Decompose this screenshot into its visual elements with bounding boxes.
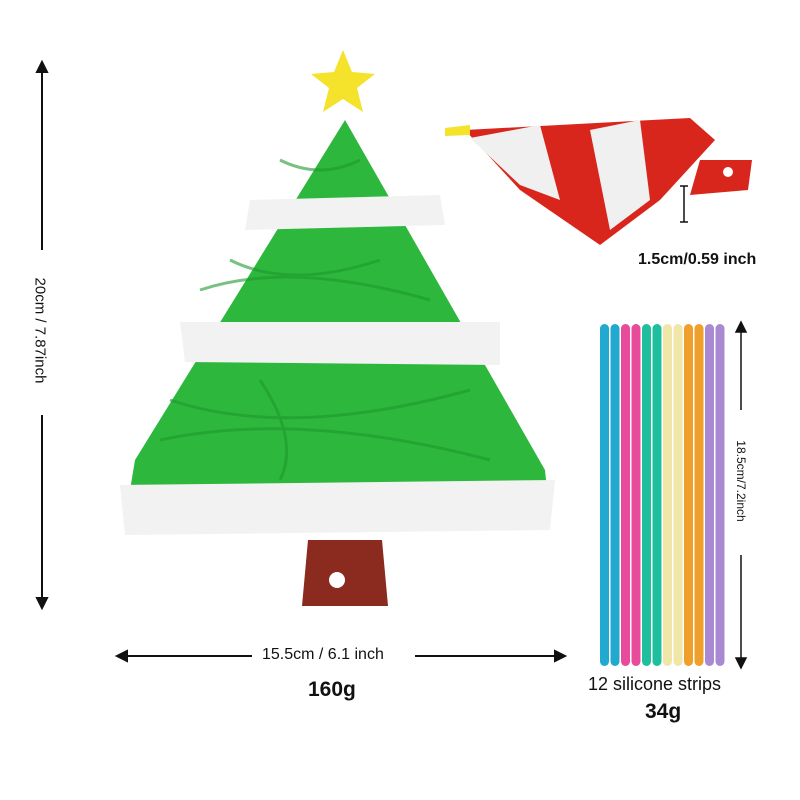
- silicone-strip: [642, 324, 651, 666]
- silicone-strip: [694, 324, 704, 666]
- thickness-label: 1.5cm/0.59 inch: [638, 251, 757, 268]
- strip-count-label: 12 silicone strips: [588, 674, 722, 694]
- height-dimension-arrow: [35, 59, 49, 611]
- tree-stripe: [180, 322, 500, 365]
- star-icon: [311, 50, 375, 112]
- tree-stripe: [245, 195, 445, 230]
- tree-trunk: [302, 540, 388, 606]
- silicone-strip: [631, 324, 641, 666]
- silicone-strips: [600, 324, 725, 666]
- side-view-tree: [445, 118, 752, 245]
- tree-stripe: [120, 480, 555, 535]
- tree-body: [125, 120, 550, 520]
- silicone-strip: [673, 324, 683, 666]
- strip-length-label: 18.5cm/7.2inch: [734, 440, 748, 522]
- tree-height-label: 20cm / 7.87inch: [31, 277, 49, 384]
- silicone-strip: [705, 324, 714, 666]
- tree-weight-label: 160g: [308, 678, 356, 701]
- silicone-strip: [610, 324, 620, 666]
- silicone-strip: [715, 324, 725, 666]
- width-dimension-arrow: [114, 649, 568, 663]
- christmas-tree-mat: [120, 50, 555, 606]
- trunk-hole: [329, 572, 345, 588]
- strip-weight-label: 34g: [645, 700, 682, 723]
- silicone-strip: [684, 324, 693, 666]
- silicone-strip: [621, 324, 630, 666]
- tree-width-label: 15.5cm / 6.1 inch: [262, 646, 384, 663]
- thickness-marker: [680, 185, 688, 223]
- silicone-strip: [663, 324, 672, 666]
- strip-length-arrow: [734, 320, 748, 670]
- silicone-strip: [652, 324, 662, 666]
- silicone-strip: [600, 324, 609, 666]
